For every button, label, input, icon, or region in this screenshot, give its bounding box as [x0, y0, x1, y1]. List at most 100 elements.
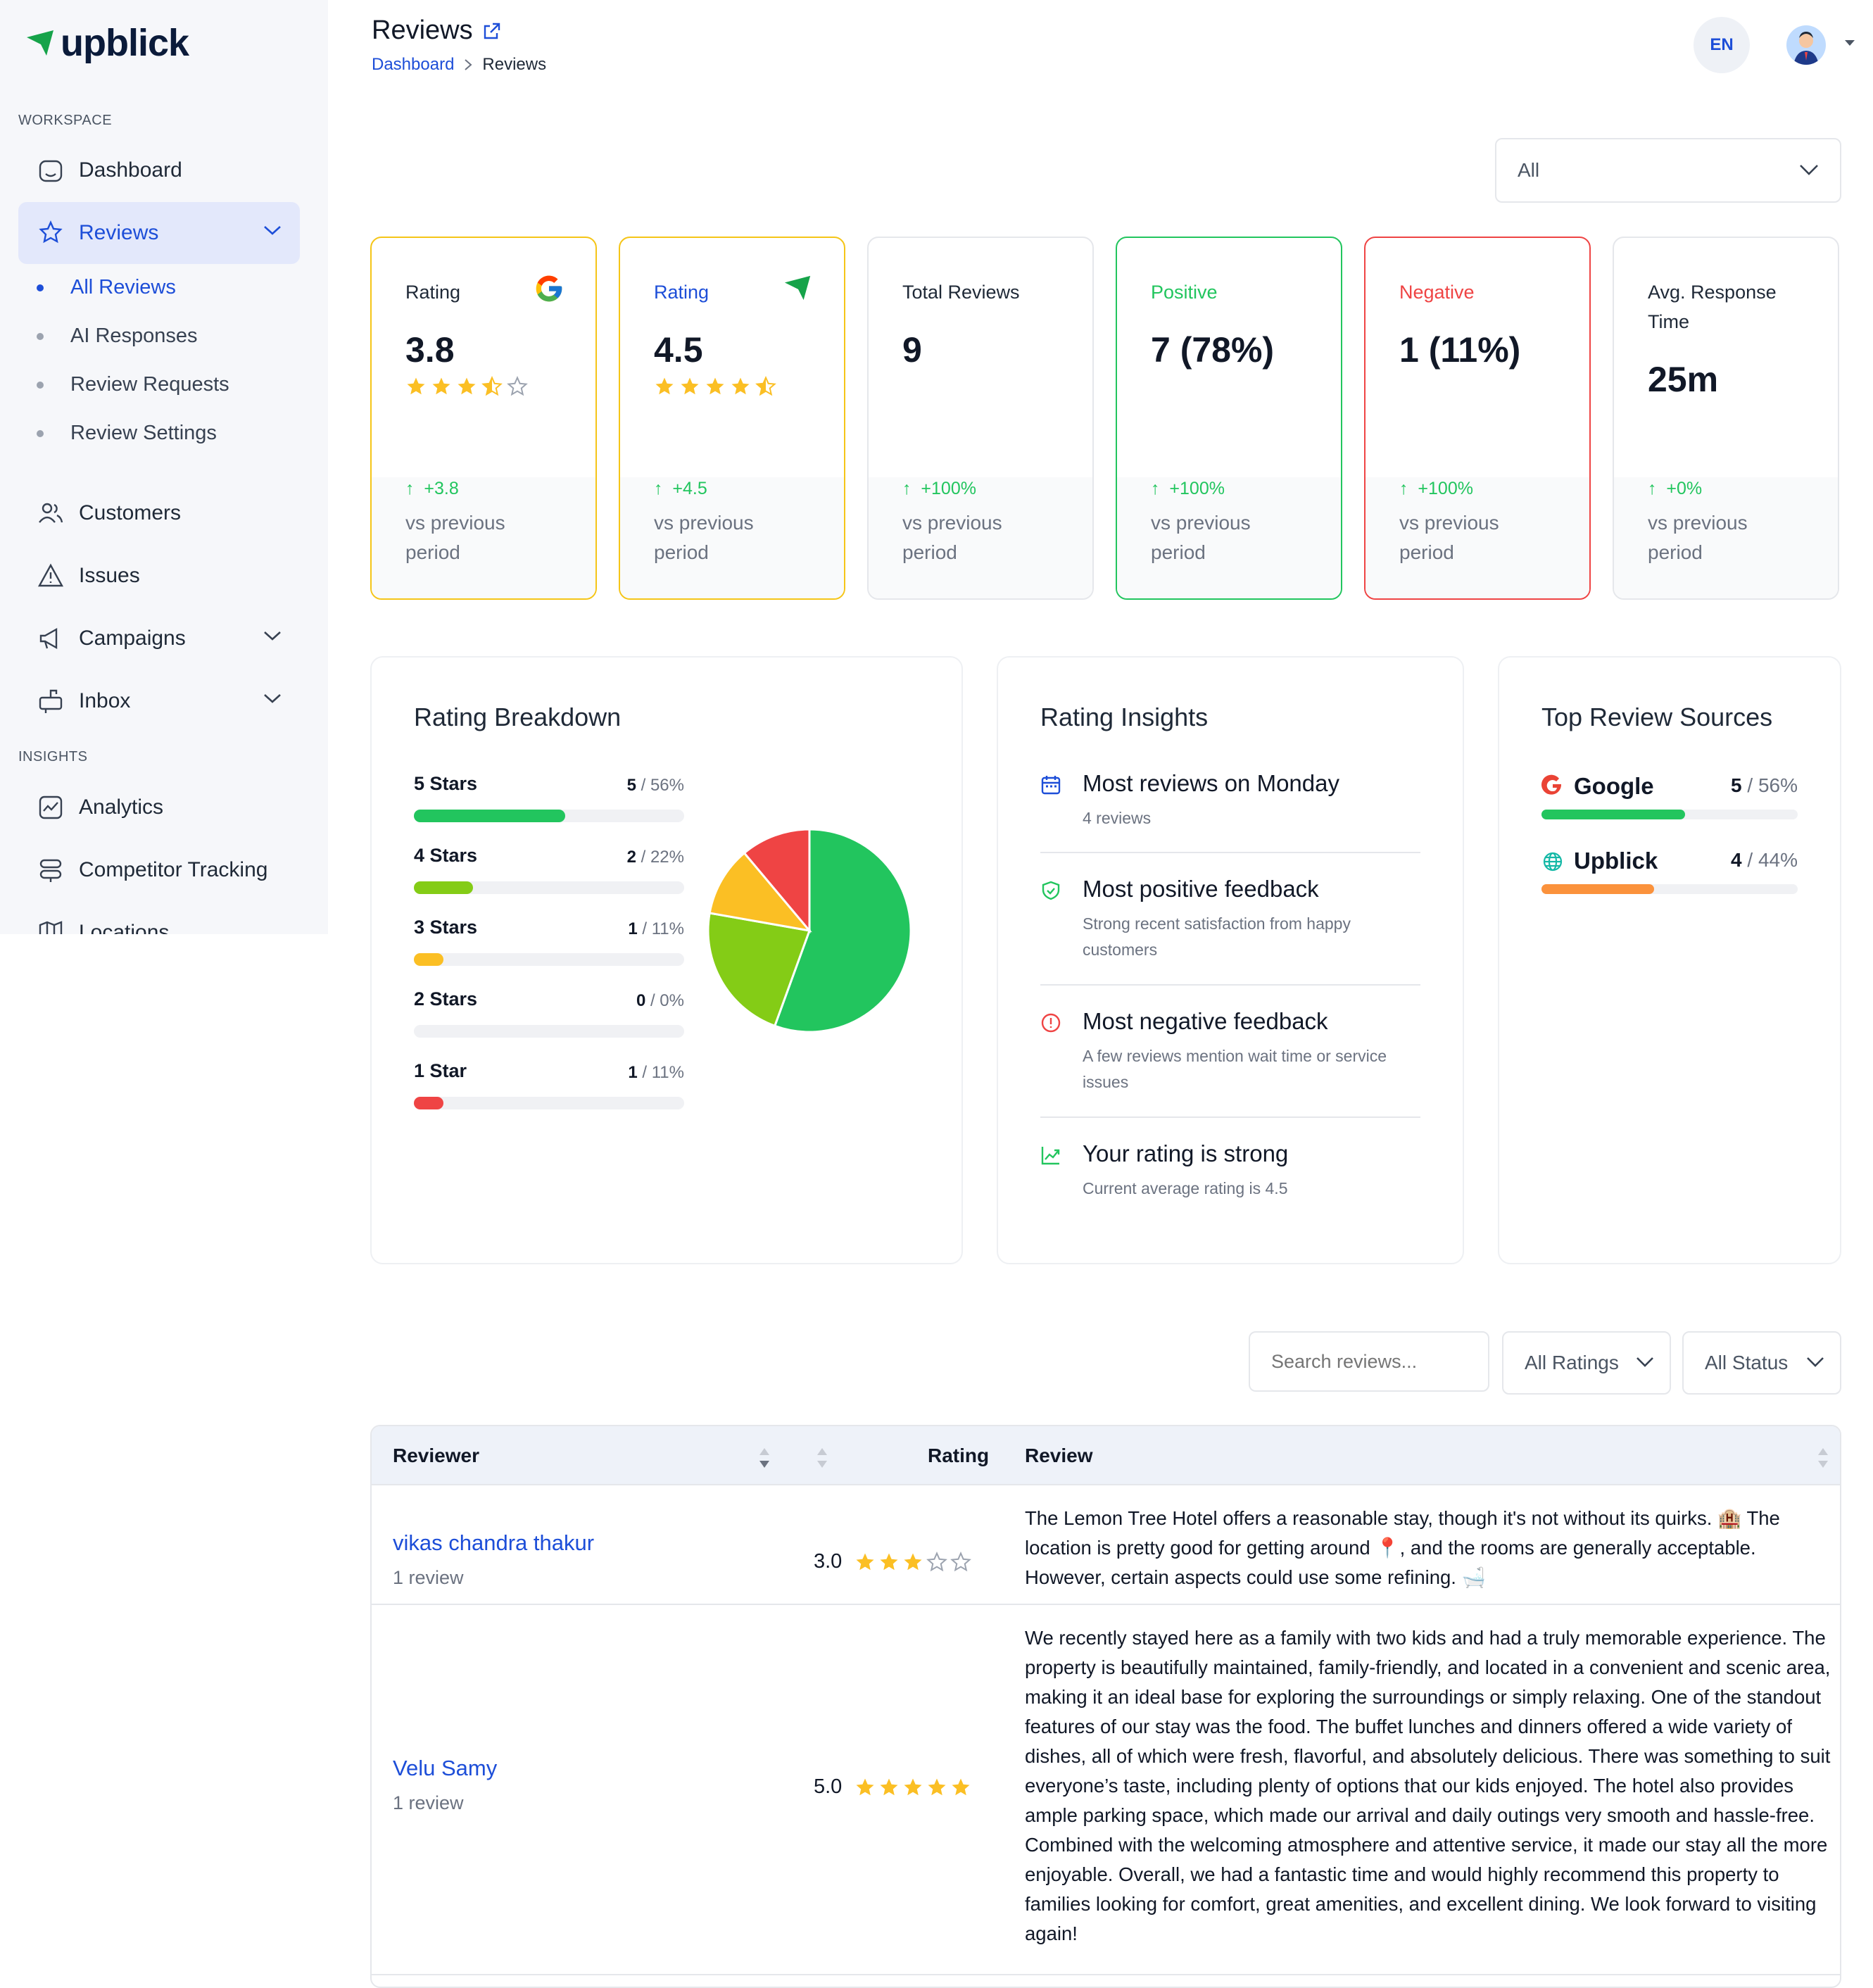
- column-header-review[interactable]: Review: [1025, 1445, 1093, 1466]
- column-header-reviewer[interactable]: Reviewer: [393, 1445, 479, 1466]
- breadcrumb-current: Reviews: [482, 55, 547, 74]
- star-empty-icon: [950, 1551, 972, 1571]
- external-link-icon[interactable]: [483, 22, 501, 40]
- stat-value: 4.5: [654, 330, 703, 370]
- review-text: We recently stayed here as a family with…: [1025, 1627, 1831, 1944]
- chevron-down-icon[interactable]: [263, 693, 282, 704]
- rating-breakdown-bar-track: [414, 810, 684, 822]
- sort-icon[interactable]: [757, 1446, 771, 1470]
- status-filter-select[interactable]: All Status: [1682, 1331, 1841, 1395]
- breadcrumb-home-link[interactable]: Dashboard: [372, 55, 455, 74]
- table-row[interactable]: Velu Samy 1 review 5.0 We recently staye…: [372, 1605, 1840, 1975]
- rating-breakdown-label: 5 Stars: [414, 773, 478, 794]
- sidebar-item-label: Inbox: [79, 689, 131, 712]
- star-filled-icon: [928, 1778, 946, 1795]
- divider: [1040, 852, 1420, 853]
- sidebar-subitem-review-requests[interactable]: Review Requests: [37, 373, 229, 396]
- pie-slice-5-stars[interactable]: [773, 828, 912, 1033]
- bullet-icon: [37, 332, 44, 340]
- sidebar-item-locations[interactable]: Locations: [18, 902, 300, 934]
- chevron-down-icon[interactable]: [263, 630, 282, 641]
- star-filled-icon: [904, 1778, 922, 1795]
- stat-label: Rating: [654, 282, 710, 303]
- stat-card-footer: [1366, 477, 1589, 598]
- alert-icon: [1041, 1013, 1061, 1033]
- rating-breakdown-label: 2 Stars: [414, 988, 478, 1009]
- stat-card-footer: [620, 477, 844, 598]
- star-filled-icon: [856, 1778, 874, 1795]
- star-filled-icon: [681, 377, 699, 395]
- panel-title: Rating Breakdown: [414, 703, 622, 731]
- pie-slice-1-star[interactable]: [743, 828, 811, 934]
- upblick-icon: [784, 275, 811, 301]
- sidebar-item-issues[interactable]: Issues: [18, 545, 300, 607]
- caret-down-icon[interactable]: [1844, 39, 1855, 46]
- insight-subtitle: 4 reviews: [1083, 809, 1152, 827]
- megaphone-icon: [37, 624, 65, 653]
- panel-title: Top Review Sources: [1541, 703, 1773, 731]
- logo[interactable]: upblick: [25, 21, 189, 65]
- sidebar-subitem-ai-responses[interactable]: AI Responses: [37, 325, 198, 348]
- sidebar-item-reviews[interactable]: Reviews: [18, 202, 300, 264]
- sidebar-subitem-label: AI Responses: [70, 325, 198, 347]
- source-name: Upblick: [1574, 848, 1658, 874]
- star-filled-icon: [706, 377, 724, 395]
- stat-label: Total Reviews: [902, 282, 1020, 303]
- sidebar-item-label: Competitor Tracking: [79, 858, 268, 881]
- reviewer-name-link[interactable]: vikas chandra thakur: [393, 1530, 595, 1555]
- stat-previous-label: vs previous period: [1399, 512, 1499, 563]
- sidebar-subitem-all-reviews[interactable]: All Reviews: [37, 276, 176, 299]
- insight-subtitle: Strong recent satisfaction from happy cu…: [1083, 914, 1351, 959]
- insight-title: Most reviews on Monday: [1083, 770, 1339, 796]
- avatar[interactable]: [1786, 25, 1826, 65]
- stat-card: Rating 4.5 ↑ +4.5 vs previous period: [619, 237, 845, 600]
- sidebar-item-label: Analytics: [79, 795, 164, 819]
- reviewer-name-link[interactable]: Velu Samy: [393, 1756, 498, 1780]
- star-empty-icon: [926, 1551, 948, 1571]
- stat-value: 9: [902, 330, 922, 370]
- stat-card: Avg. Response Time 25m ↑ +0% vs previous pe…: [1613, 237, 1839, 600]
- sidebar-item-dashboard[interactable]: Dashboard: [18, 139, 300, 201]
- rating-breakdown-count: 5 / 56%: [626, 776, 684, 795]
- table-row[interactable]: vikas chandra thakur 1 review 3.0 The Le…: [372, 1485, 1840, 1605]
- period-select[interactable]: All: [1495, 138, 1841, 203]
- stat-previous-label: vs previous period: [1648, 512, 1748, 563]
- sort-icon[interactable]: [1816, 1446, 1830, 1470]
- sidebar-subitem-label: Review Requests: [70, 373, 229, 396]
- star-empty-icon: [507, 376, 528, 396]
- stat-value: 25m: [1648, 360, 1719, 399]
- stat-delta: ↑ +4.5: [654, 479, 707, 498]
- sidebar-item-competitor-tracking[interactable]: Competitor Tracking: [18, 839, 300, 901]
- google-icon: [536, 275, 562, 302]
- sidebar-item-label: Reviews: [79, 221, 159, 244]
- pie-slice-3-stars[interactable]: [708, 851, 812, 933]
- stat-delta: ↑ +0%: [1648, 479, 1703, 498]
- language-button[interactable]: EN: [1694, 17, 1750, 73]
- divider: [1040, 984, 1420, 986]
- brand-name: upblick: [61, 22, 189, 64]
- sidebar-item-inbox[interactable]: Inbox: [18, 670, 300, 732]
- stat-card-footer: [1117, 477, 1341, 598]
- star-filled-icon: [458, 377, 476, 395]
- search-input[interactable]: [1249, 1331, 1489, 1392]
- sidebar-item-analytics[interactable]: Analytics: [18, 776, 300, 838]
- source-name: Google: [1574, 773, 1654, 799]
- panel-title: Rating Insights: [1040, 703, 1209, 731]
- bullet-icon: [37, 381, 44, 389]
- rating-breakdown-bar-fill: [414, 1097, 444, 1109]
- pie-slice-4-stars[interactable]: [707, 912, 812, 1028]
- sort-icon[interactable]: [815, 1446, 829, 1470]
- column-header-rating[interactable]: Rating: [928, 1445, 990, 1466]
- sidebar-item-campaigns[interactable]: Campaigns: [18, 608, 300, 669]
- sidebar-item-customers[interactable]: Customers: [18, 482, 300, 544]
- ratings-filter-select[interactable]: All Ratings: [1502, 1331, 1671, 1395]
- sidebar-subitem-label: Review Settings: [70, 422, 217, 444]
- rating-breakdown-row: 5 Stars 5 / 56%: [414, 773, 684, 822]
- sidebar-subitem-review-settings[interactable]: Review Settings: [37, 422, 217, 445]
- chevron-up-icon[interactable]: [263, 225, 282, 236]
- stat-label: Negative: [1399, 282, 1475, 303]
- users-icon: [37, 499, 65, 527]
- divider: [1040, 1116, 1420, 1118]
- review-text: The Lemon Tree Hotel offers a reasonable…: [1025, 1507, 1780, 1588]
- stat-card: Positive 7 (78%) ↑ +100% vs previous period: [1116, 237, 1342, 600]
